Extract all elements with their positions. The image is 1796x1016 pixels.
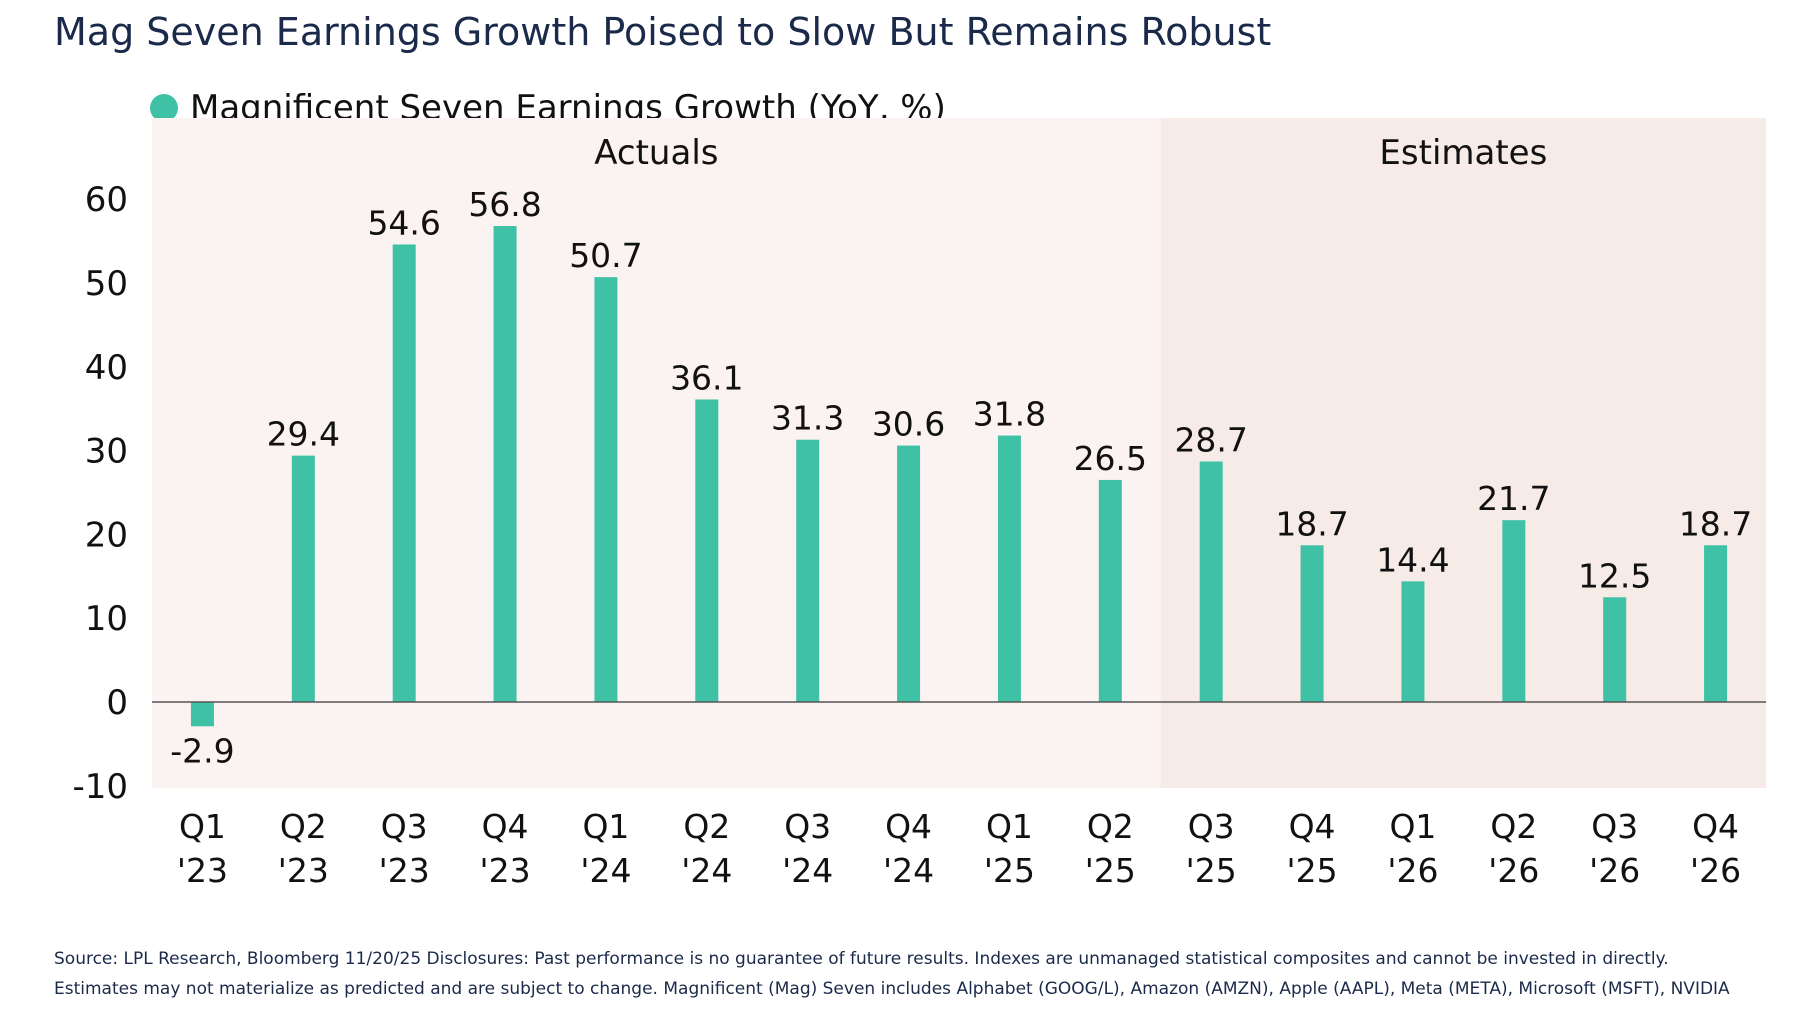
- x-tick-label-year: '24: [782, 851, 833, 890]
- data-label: 14.4: [1376, 540, 1449, 579]
- data-label: 54.6: [367, 203, 440, 242]
- x-tick-label-year: '23: [278, 851, 329, 890]
- x-tick-label-quarter: Q1: [582, 807, 629, 846]
- bar: [1502, 520, 1526, 702]
- y-tick-label: 10: [85, 599, 128, 639]
- data-label: 36.1: [670, 358, 743, 397]
- x-tick-label-year: '23: [379, 851, 430, 890]
- x-tick-label-quarter: Q2: [683, 807, 730, 846]
- data-label: 18.7: [1275, 504, 1348, 543]
- bar: [392, 244, 416, 702]
- x-tick-label-quarter: Q3: [1188, 807, 1235, 846]
- x-tick-label-quarter: Q3: [1591, 807, 1638, 846]
- y-tick-label: 20: [85, 515, 128, 555]
- footnote: Source: LPL Research, Bloomberg 11/20/25…: [54, 949, 1730, 999]
- x-tick-label-quarter: Q1: [986, 807, 1033, 846]
- data-label: 12.5: [1578, 556, 1651, 595]
- bar: [594, 277, 618, 702]
- x-tick-label-year: '24: [681, 851, 732, 890]
- y-tick-label: -10: [72, 767, 128, 807]
- data-label: 50.7: [569, 236, 642, 275]
- bar: [897, 445, 921, 702]
- bar: [997, 435, 1021, 702]
- bar: [1199, 461, 1223, 702]
- y-tick-label: 0: [106, 683, 128, 723]
- x-tick-label-year: '26: [1589, 851, 1640, 890]
- x-tick-label-year: '23: [177, 851, 228, 890]
- bar: [1704, 545, 1728, 702]
- chart-title: Mag Seven Earnings Growth Poised to Slow…: [54, 10, 1272, 54]
- x-tick-label-quarter: Q1: [179, 807, 226, 846]
- region-label-estimates: Estimates: [1379, 133, 1547, 173]
- data-label: 56.8: [468, 185, 541, 224]
- y-tick-label: 40: [85, 348, 128, 388]
- bar: [695, 399, 719, 702]
- region-label-actuals: Actuals: [594, 133, 718, 173]
- x-tick-label-quarter: Q2: [1490, 807, 1537, 846]
- y-tick-label: 60: [85, 180, 128, 220]
- bar: [1098, 479, 1122, 702]
- data-label: 31.8: [973, 395, 1046, 434]
- bar: [1401, 581, 1425, 702]
- x-tick-label-year: '25: [1085, 851, 1136, 890]
- data-label: 21.7: [1477, 479, 1550, 518]
- x-tick-label-quarter: Q3: [784, 807, 831, 846]
- bar: [796, 439, 820, 702]
- x-tick-label-year: '24: [580, 851, 631, 890]
- x-tick-label-quarter: Q1: [1389, 807, 1436, 846]
- x-tick-label-year: '26: [1488, 851, 1539, 890]
- bar: [1603, 597, 1627, 702]
- bar: [1300, 545, 1324, 702]
- bar: [291, 455, 315, 702]
- x-tick-label-year: '25: [1287, 851, 1338, 890]
- data-label: 26.5: [1074, 439, 1147, 478]
- data-label: -2.9: [170, 731, 234, 770]
- x-tick-label-year: '24: [883, 851, 934, 890]
- data-label: 31.3: [771, 399, 844, 438]
- legend-swatch: [150, 94, 178, 122]
- x-tick-label-year: '26: [1690, 851, 1741, 890]
- x-tick-label-year: '25: [984, 851, 1035, 890]
- x-tick-label-quarter: Q4: [482, 807, 529, 846]
- x-tick-label-quarter: Q4: [885, 807, 932, 846]
- x-tick-label-year: '23: [480, 851, 531, 890]
- data-label: 18.7: [1679, 504, 1752, 543]
- bar: [190, 702, 214, 727]
- y-tick-label: 50: [85, 264, 128, 304]
- x-tick-label-year: '25: [1186, 851, 1237, 890]
- y-tick-label: 30: [85, 432, 128, 472]
- x-tick-label-quarter: Q3: [381, 807, 428, 846]
- x-tick-label-quarter: Q4: [1289, 807, 1336, 846]
- data-label: 28.7: [1174, 420, 1247, 459]
- data-label: 29.4: [267, 415, 340, 454]
- bar: [493, 226, 517, 703]
- x-tick-label-quarter: Q2: [280, 807, 327, 846]
- region-actuals-bg: [152, 118, 1161, 788]
- region-estimates-bg: [1160, 118, 1766, 788]
- x-tick-label-year: '26: [1387, 851, 1438, 890]
- x-tick-label-quarter: Q2: [1087, 807, 1134, 846]
- x-tick-label-quarter: Q4: [1692, 807, 1739, 846]
- data-label: 30.6: [872, 405, 945, 444]
